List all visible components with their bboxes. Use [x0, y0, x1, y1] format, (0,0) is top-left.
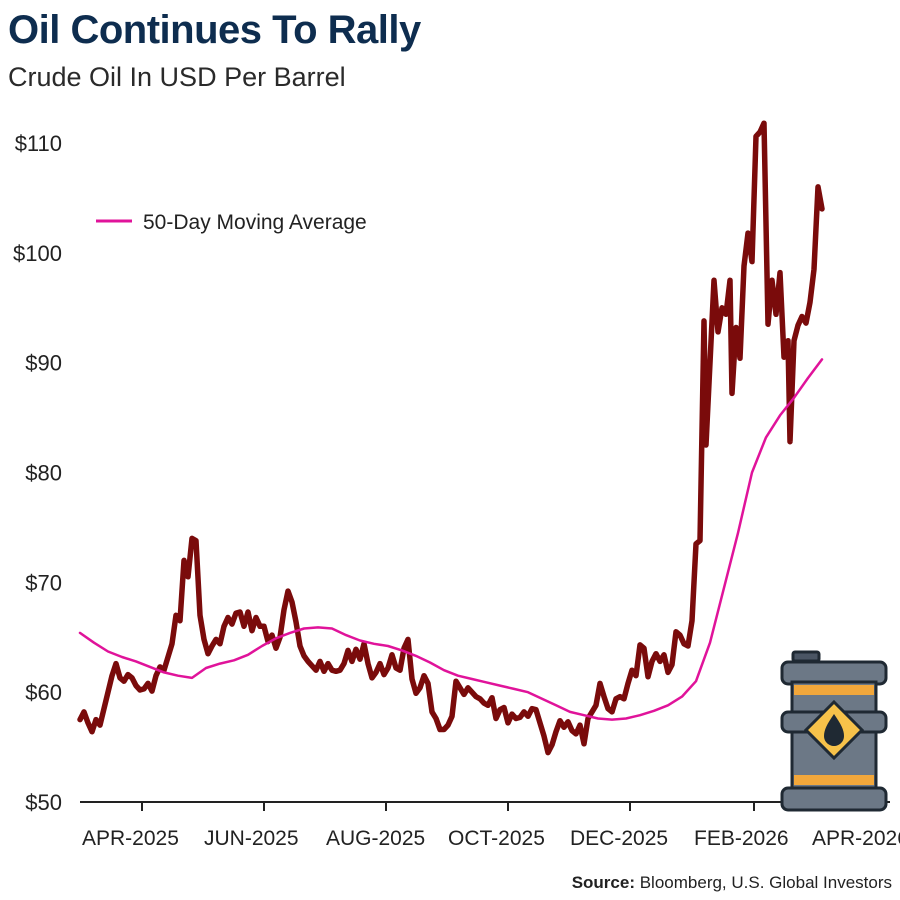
x-tick-label: AUG-2025: [326, 827, 425, 850]
chart-subtitle: Crude Oil In USD Per Barrel: [8, 62, 346, 92]
source-label: Source:: [571, 873, 635, 892]
x-tick-label: APR-2026: [812, 827, 900, 850]
x-tick-label: JUN-2025: [204, 827, 299, 850]
legend: 50-Day Moving Average: [96, 211, 367, 234]
y-tick-label: $80: [25, 461, 62, 486]
y-tick-label: $70: [25, 570, 62, 595]
series-group: [77, 120, 825, 756]
x-axis: APR-2025 JUN-2025 AUG-2025 OCT-2025 DEC-2025…: [80, 801, 900, 850]
source-text: Bloomberg, U.S. Global Investors: [639, 873, 892, 892]
y-tick-label: $90: [25, 351, 62, 376]
chart-title: Oil Continues To Rally: [8, 8, 421, 52]
y-tick-label: $110: [15, 131, 62, 156]
y-tick-label: $100: [13, 241, 62, 266]
y-axis: $50 $60 $70 $80 $90 $100 $110: [13, 131, 62, 815]
source-note: Source: Bloomberg, U.S. Global Investors: [572, 873, 892, 893]
legend-label-moving-average: 50-Day Moving Average: [143, 211, 367, 234]
y-tick-label: $50: [25, 790, 62, 815]
x-tick-label: OCT-2025: [448, 827, 545, 850]
x-tick-label: APR-2025: [82, 827, 179, 850]
x-tick-label: DEC-2025: [570, 827, 668, 850]
series-line-moving-average: [78, 358, 824, 721]
x-tick-label: FEB-2026: [694, 827, 789, 850]
series-line-crude-oil: [77, 120, 825, 756]
oil-barrel-icon: [780, 650, 888, 812]
y-tick-label: $60: [25, 680, 62, 705]
